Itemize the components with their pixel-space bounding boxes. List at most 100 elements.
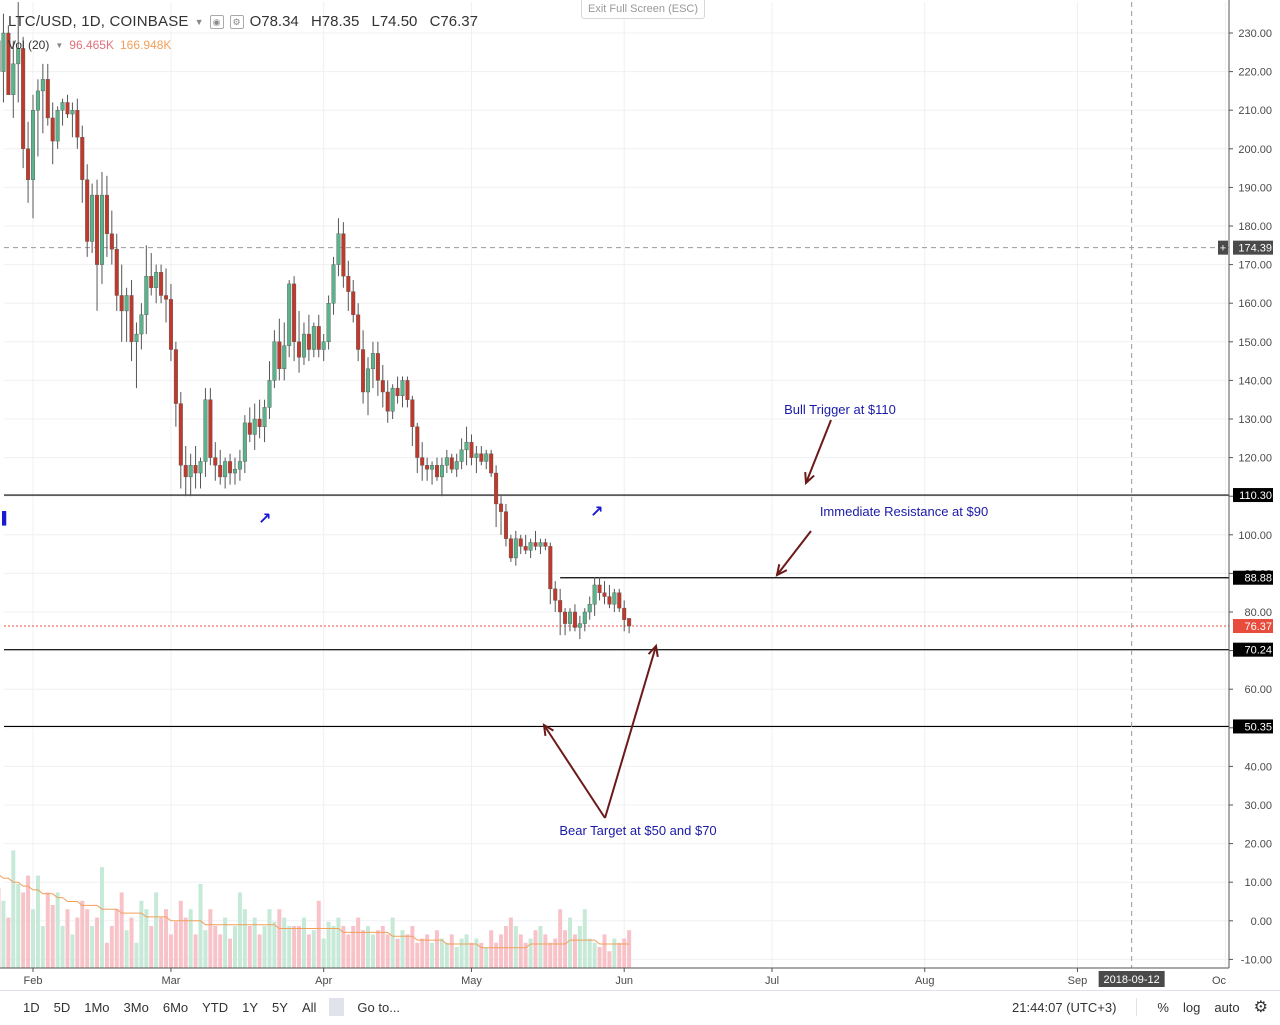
clock-readout[interactable]: 21:44:07 (UTC+3) [1012, 1000, 1116, 1015]
volume-bar [31, 909, 35, 968]
volume-bar [607, 951, 611, 968]
volume-bar [203, 930, 207, 968]
candle-body [534, 543, 538, 547]
price-axis-label: 10.00 [1244, 877, 1272, 889]
price-axis-label: 170.00 [1238, 260, 1272, 272]
candle-body [312, 326, 316, 349]
volume-bar [558, 909, 562, 968]
candle [489, 450, 493, 477]
volume-bar [484, 947, 488, 968]
candle-body [361, 350, 365, 392]
price-axis-label: 230.00 [1238, 28, 1272, 40]
time-axis-label: Jul [765, 975, 779, 987]
candle-body [583, 612, 587, 624]
range-1d[interactable]: 1D [16, 1000, 47, 1015]
range-all[interactable]: All [295, 1000, 323, 1015]
volume-bar [302, 918, 306, 968]
candle-body [194, 465, 198, 473]
close-value: C76.37 [430, 13, 478, 30]
range-1mo[interactable]: 1Mo [77, 1000, 116, 1015]
gear-icon[interactable]: ⚙ [1254, 997, 1268, 1017]
volume-bar [371, 934, 375, 968]
candle-body [327, 303, 331, 342]
candle-body [46, 79, 50, 118]
candle-body [90, 195, 94, 241]
volume-bar [336, 918, 340, 968]
range-1y[interactable]: 1Y [235, 1000, 265, 1015]
candle-body [51, 118, 55, 141]
price-axis-label: 210.00 [1238, 105, 1272, 117]
price-axis-label: 120.00 [1238, 453, 1272, 465]
price-axis-label: 190.00 [1238, 182, 1272, 194]
volume-bar [534, 930, 538, 968]
volume-bar [415, 943, 419, 968]
volume-bar [598, 947, 602, 968]
price-axis-label: 60.00 [1244, 684, 1272, 696]
auto-toggle[interactable]: auto [1214, 1000, 1239, 1015]
log-toggle[interactable]: log [1183, 1000, 1200, 1015]
volume-bar [21, 892, 25, 968]
candle-body [66, 102, 70, 114]
volume-bar [110, 926, 114, 968]
hide-icon[interactable]: ◉ [210, 15, 224, 29]
ohlc-values: O78.34 H78.35 L74.50 C76.37 [250, 13, 486, 30]
settings-icon[interactable]: ⚙ [230, 15, 244, 29]
volume-bar [11, 850, 15, 968]
volume-bar [243, 909, 247, 968]
candle-body [435, 465, 439, 477]
volume-bar [51, 905, 55, 968]
range-5y[interactable]: 5Y [265, 1000, 295, 1015]
candle [209, 388, 213, 465]
symbol-label[interactable]: LTC/USD, 1D, COINBASE [8, 13, 189, 30]
marker-arrow-icon: ↗ [258, 509, 271, 528]
exit-fullscreen-button[interactable]: Exit Full Screen (ESC) [581, 0, 705, 19]
price-axis-label: 220.00 [1238, 67, 1272, 79]
volume-legend: Vol (20) ▼ 96.465K 166.948K [8, 38, 171, 52]
volume-bar [332, 926, 336, 968]
candle-body [149, 276, 153, 288]
bottom-toolbar: 1D 5D 1Mo 3Mo 6Mo YTD 1Y 5Y All Go to...… [0, 990, 1280, 1025]
range-3mo[interactable]: 3Mo [117, 1000, 156, 1015]
candle-body [56, 110, 60, 141]
chevron-down-icon[interactable]: ▼ [55, 41, 63, 50]
range-6mo[interactable]: 6Mo [156, 1000, 195, 1015]
time-axis-label: Feb [24, 975, 43, 987]
volume-bar [194, 934, 198, 968]
volume-bar [26, 876, 30, 968]
candle-body [287, 284, 291, 346]
volume-bar [258, 934, 262, 968]
candle-body [371, 353, 375, 368]
range-5d[interactable]: 5D [47, 1000, 78, 1015]
candle-body [199, 461, 203, 473]
range-ytd[interactable]: YTD [195, 1000, 235, 1015]
volume-bar [440, 939, 444, 968]
candle-body [563, 612, 567, 624]
candle-body [342, 234, 346, 276]
volume-bar [312, 930, 316, 968]
volume-bar [474, 939, 478, 968]
candle-body [484, 454, 488, 462]
volume-bar [213, 926, 217, 968]
candle-body [415, 427, 419, 458]
candle-body [480, 454, 484, 462]
candle-body [302, 334, 306, 357]
volume-bar [149, 926, 153, 968]
volume-bar [46, 892, 50, 968]
chevron-down-icon[interactable]: ▼ [195, 17, 204, 27]
candle-body [440, 465, 444, 477]
volume-bar [1, 901, 5, 968]
volume-bar [391, 918, 395, 968]
annotation-label: Bear Target at $50 and $70 [559, 823, 716, 838]
volume-label[interactable]: Vol (20) [8, 38, 49, 52]
candle-body [233, 469, 237, 473]
percent-toggle[interactable]: % [1157, 1000, 1169, 1015]
time-axis-label: Apr [315, 975, 332, 987]
candle-body [504, 512, 508, 539]
volume-bar [435, 930, 439, 968]
price-axis-label: 0.00 [1251, 916, 1272, 928]
candle-body [110, 234, 114, 249]
candle-body [347, 276, 351, 291]
goto-button[interactable]: Go to... [350, 1000, 407, 1015]
candle-body [228, 461, 232, 473]
